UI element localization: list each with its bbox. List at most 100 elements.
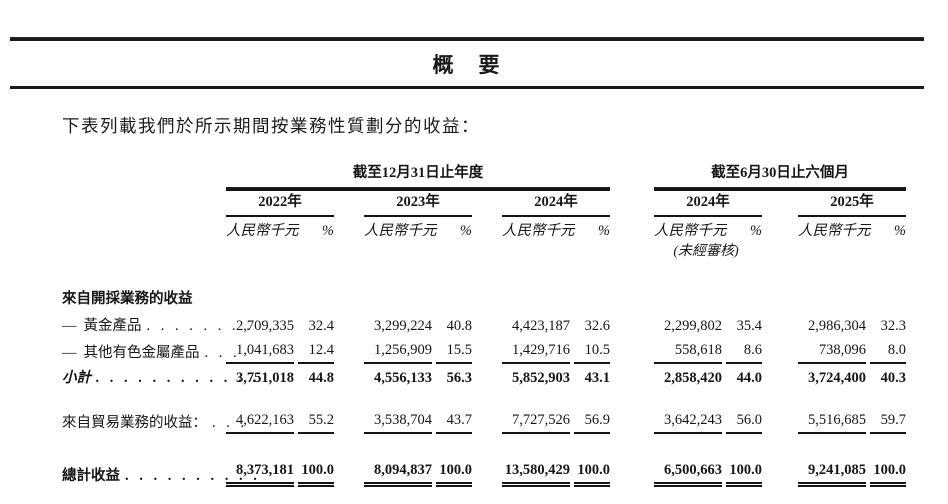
dash-mark: —	[62, 318, 77, 334]
cell-value: 1,429,716	[502, 339, 570, 364]
year-header-2022: 2022年	[226, 191, 334, 217]
intro-text: 下表列載我們於所示期間按業務性質劃分的收益：	[62, 116, 480, 136]
table-group-header-row: 截至12月31日止年度 截至6月30日止六個月	[62, 162, 906, 191]
cell-value: 4,423,187	[512, 318, 570, 334]
cell-pct: 40.8	[446, 318, 472, 334]
row-label: 來自開採業務的收益	[62, 291, 193, 307]
cell-pct: 32.3	[880, 318, 906, 334]
row-mining-section-header: 來自開採業務的收益	[62, 288, 906, 310]
cell-value: 4,556,133	[374, 370, 432, 386]
cell-pct: 100.0	[726, 459, 762, 487]
top-double-rule	[10, 37, 924, 41]
group-double-rule	[654, 187, 906, 191]
dot-leader: . . .	[204, 345, 241, 361]
section-title-band: 概 要	[10, 37, 924, 89]
row-label: 小計. . . . . . . . . . . .	[62, 367, 256, 389]
unit-label: 人民幣千元	[502, 223, 575, 239]
cell-pct: 8.6	[726, 339, 762, 364]
unit-label: 人民幣千元	[364, 223, 437, 239]
cell-value: 3,642,243	[654, 409, 722, 434]
pct-label: %	[893, 223, 906, 239]
row-label-text: 黃金產品	[83, 318, 142, 334]
cell-pct: 15.5	[436, 339, 472, 364]
dot-leader: . . . . . . . . . .	[125, 468, 261, 484]
cell-pct: 8.0	[870, 339, 906, 364]
cell-value: 13,580,429	[502, 459, 570, 487]
cell-value: 9,241,085	[798, 459, 866, 487]
cell-pct: 100.0	[870, 459, 906, 487]
row-label-text: 來自貿易業務的收益：	[62, 415, 207, 431]
row-other-metal-products: — 其他有色金屬產品. . . 1,041,683 12.4 1,256,909 …	[62, 339, 906, 364]
cell-pct: 32.4	[308, 318, 334, 334]
cell-value: 2,858,420	[664, 370, 722, 386]
table-units-header-row: 人民幣千元 % 人民幣千元 % 人民幣千元 % 人民幣千元 % 人民幣千元 %	[62, 217, 906, 242]
cell-value: 3,724,400	[808, 370, 866, 386]
cell-pct: 100.0	[574, 459, 610, 487]
row-label: 總計收益. . . . . . . . . .	[62, 465, 257, 487]
pct-label: %	[321, 223, 334, 239]
cell-pct: 32.6	[584, 318, 610, 334]
row-gold-products: — 黃金產品. . . . . . . . 2,709,335 32.4 3,29…	[62, 315, 906, 337]
units-header: 人民幣千元 %	[798, 217, 906, 242]
cell-value: 4,622,163	[226, 409, 294, 434]
row-label: 來自貿易業務的收益：. . .	[62, 412, 244, 434]
cell-pct: 12.4	[298, 339, 334, 364]
title-bottom-rule	[10, 86, 924, 89]
cell-pct: 10.5	[574, 339, 610, 364]
cell-value: 738,096	[798, 339, 866, 364]
cell-value: 558,618	[654, 339, 722, 364]
cell-value: 1,256,909	[364, 339, 432, 364]
unit-label: 人民幣千元	[226, 223, 299, 239]
cell-value: 8,373,181	[226, 459, 294, 487]
year-header-2025-interim: 2025年	[798, 191, 906, 217]
table-unaudited-row: (未經審核)	[62, 242, 906, 262]
cell-pct: 43.1	[584, 370, 610, 386]
year-header-2024: 2024年	[502, 191, 610, 217]
cell-pct: 40.3	[880, 370, 906, 386]
cell-pct: 35.4	[736, 318, 762, 334]
dot-leader: . . . . . . . .	[146, 318, 254, 334]
cell-pct: 43.7	[436, 409, 472, 434]
year-header-2023: 2023年	[364, 191, 472, 217]
cell-pct: 100.0	[436, 459, 472, 487]
cell-pct: 44.0	[736, 370, 762, 386]
cell-value: 2,299,802	[664, 318, 722, 334]
cell-value: 1,041,683	[226, 339, 294, 364]
group-header-interim: 截至6月30日止六個月	[654, 162, 906, 191]
unaudited-note: (未經審核)	[673, 244, 739, 259]
pct-label: %	[459, 223, 472, 239]
cell-value: 7,727,526	[502, 409, 570, 434]
cell-pct: 55.2	[298, 409, 334, 434]
row-label-text: 總計收益	[62, 468, 120, 484]
group-double-rule	[226, 187, 610, 191]
cell-pct: 44.8	[308, 370, 334, 386]
dot-leader: . . . . . . . . . . . .	[96, 370, 260, 386]
cell-value: 5,516,685	[798, 409, 866, 434]
units-header: 人民幣千元 %	[226, 217, 334, 242]
row-label: — 黃金產品. . . . . . . .	[62, 315, 250, 337]
revenue-table: 截至12月31日止年度 截至6月30日止六個月 2022年 2023年 2024…	[62, 162, 906, 487]
cell-pct: 100.0	[298, 459, 334, 487]
dash-mark: —	[62, 345, 77, 361]
group-header-annual: 截至12月31日止年度	[226, 162, 610, 191]
row-subtotal: 小計. . . . . . . . . . . . 3,751,018 44.8…	[62, 367, 906, 389]
units-header: 人民幣千元 %	[502, 217, 610, 242]
cell-pct: 56.3	[446, 370, 472, 386]
cell-value: 3,751,018	[236, 370, 294, 386]
row-label-text: 其他有色金屬產品	[83, 345, 200, 361]
table-year-header-row: 2022年 2023年 2024年 2024年 2025年	[62, 191, 906, 217]
row-total-revenue: 總計收益. . . . . . . . . . 8,373,181 100.0 …	[62, 459, 906, 487]
cell-value: 5,852,903	[512, 370, 570, 386]
units-header: 人民幣千元 %	[654, 217, 762, 242]
dot-leader: . . .	[212, 415, 248, 431]
cell-pct: 59.7	[870, 409, 906, 434]
cell-value: 2,986,304	[808, 318, 866, 334]
cell-value: 3,299,224	[374, 318, 432, 334]
pct-label: %	[749, 223, 762, 239]
page-title: 概 要	[432, 53, 502, 77]
cell-pct: 56.9	[574, 409, 610, 434]
pct-label: %	[597, 223, 610, 239]
row-label-text: 小計	[62, 370, 91, 386]
cell-value: 6,500,663	[654, 459, 722, 487]
